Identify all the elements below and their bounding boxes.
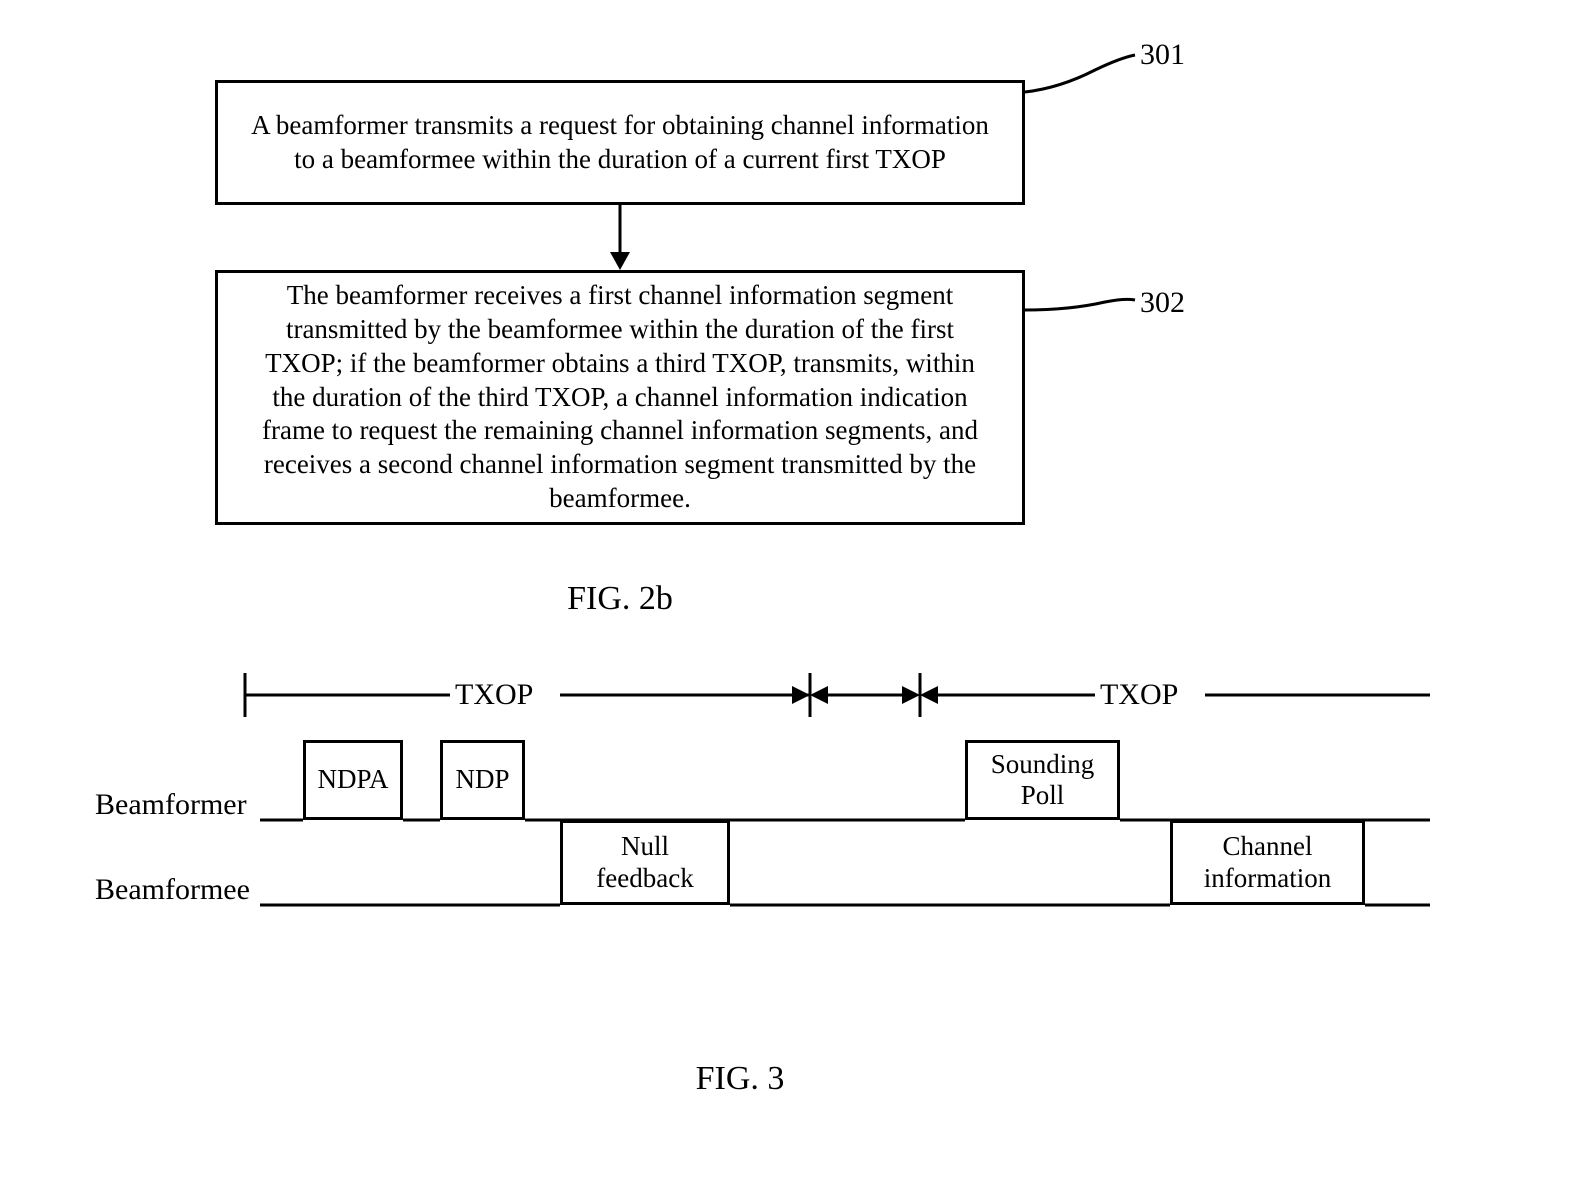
- sounding-poll-inner: Sounding Poll: [991, 749, 1095, 811]
- ref-302-label: 302: [1140, 286, 1185, 320]
- row-label-beamformee: Beamformee: [95, 873, 250, 907]
- channel-info-line1: Channel: [1204, 831, 1331, 862]
- channel-info-inner: Channel information: [1204, 831, 1331, 893]
- row-label-beamformer: Beamformer: [95, 788, 247, 822]
- null-feedback-box: Null feedback: [560, 820, 730, 905]
- fig-3-caption: FIG. 3: [0, 1060, 1480, 1098]
- txop-label-2: TXOP: [1100, 678, 1178, 712]
- ndpa-text: NDPA: [317, 764, 388, 795]
- txop-label-1: TXOP: [455, 678, 533, 712]
- row-label-beamformer-text: Beamformer: [95, 788, 247, 821]
- ndp-text: NDP: [455, 764, 509, 795]
- flow-arrow: [610, 205, 630, 270]
- row-label-beamformee-text: Beamformee: [95, 873, 250, 906]
- null-feedback-line2: feedback: [596, 863, 693, 894]
- fig-2b-caption: FIG. 2b: [0, 580, 1240, 618]
- ndpa-box: NDPA: [303, 740, 403, 820]
- txop-label-2-text: TXOP: [1100, 678, 1178, 711]
- channel-info-box: Channel information: [1170, 820, 1365, 905]
- ref-302-leader: [1025, 299, 1135, 310]
- null-feedback-line1: Null: [596, 831, 693, 862]
- sounding-poll-line2: Poll: [991, 780, 1095, 811]
- null-feedback-inner: Null feedback: [596, 831, 693, 893]
- txop-gap-arrows: [810, 686, 920, 704]
- ref-301-text: 301: [1140, 38, 1185, 71]
- ref-301-leader: [1025, 55, 1135, 92]
- ref-301-label: 301: [1140, 38, 1185, 72]
- fig-3-caption-text: FIG. 3: [696, 1060, 785, 1097]
- txop-label-1-text: TXOP: [455, 678, 533, 711]
- fig-2b-caption-text: FIG. 2b: [567, 580, 673, 617]
- ndp-box: NDP: [440, 740, 525, 820]
- channel-info-line2: information: [1204, 863, 1331, 894]
- sounding-poll-line1: Sounding: [991, 749, 1095, 780]
- page-root: A beamformer transmits a request for obt…: [0, 0, 1579, 1187]
- ref-302-text: 302: [1140, 286, 1185, 319]
- sounding-poll-box: Sounding Poll: [965, 740, 1120, 820]
